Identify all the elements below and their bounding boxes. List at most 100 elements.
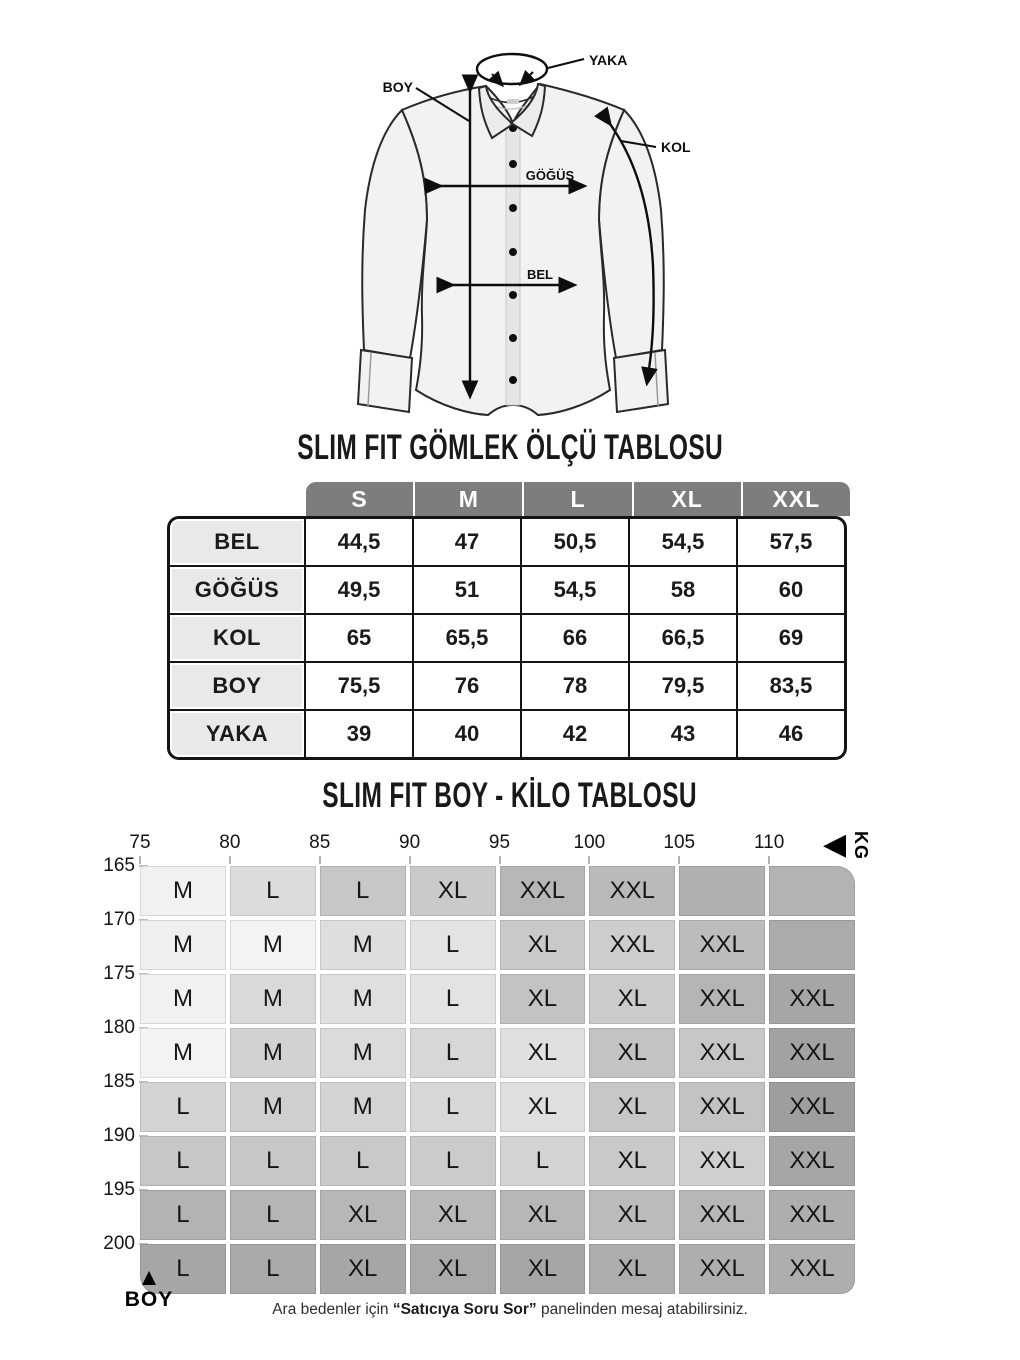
fit-cell: L bbox=[140, 1082, 226, 1132]
weight-tick-mark bbox=[588, 856, 591, 864]
fit-cell: M bbox=[140, 974, 226, 1024]
fit-table-grid: M L L XL XXL XXL M M M L XL XXL XXL M M M L XL XL XXL XXL M M M… bbox=[140, 866, 855, 1294]
fit-cell: M bbox=[319, 920, 406, 970]
fit-cell: XXL bbox=[589, 866, 676, 916]
fit-cell: XXL bbox=[679, 1082, 766, 1132]
fit-cell: L bbox=[229, 1190, 316, 1240]
yaka-label: YAKA bbox=[589, 52, 627, 68]
fit-cell bbox=[769, 920, 855, 970]
fit-cell: M bbox=[319, 1028, 406, 1078]
fit-cell bbox=[769, 866, 855, 916]
fit-cell: L bbox=[140, 1136, 226, 1186]
size-cell: 78 bbox=[522, 663, 628, 709]
size-cell: 75,5 bbox=[306, 663, 412, 709]
size-row-label: BEL bbox=[170, 519, 304, 565]
fit-cell: XL bbox=[409, 866, 496, 916]
fit-cell: XL bbox=[589, 1244, 676, 1294]
size-cell: 69 bbox=[738, 615, 844, 661]
fit-cell: XL bbox=[499, 974, 586, 1024]
boy-axis-label: ▲ BOY bbox=[124, 1264, 174, 1312]
fit-cell: XXL bbox=[589, 920, 676, 970]
boy-label: BOY bbox=[383, 79, 414, 95]
fit-cell: L bbox=[229, 1136, 316, 1186]
fit-cell: M bbox=[229, 974, 316, 1024]
fit-cell: L bbox=[140, 1244, 226, 1294]
size-col-header: XXL bbox=[742, 482, 850, 516]
size-cell: 51 bbox=[414, 567, 520, 613]
size-row-label: BOY bbox=[170, 663, 304, 709]
fit-cell: L bbox=[140, 1190, 226, 1240]
fit-cell: L bbox=[229, 866, 316, 916]
size-cell: 66 bbox=[522, 615, 628, 661]
weight-tick-mark bbox=[228, 856, 231, 864]
fit-cell: M bbox=[319, 1082, 406, 1132]
size-cell: 54,5 bbox=[630, 519, 736, 565]
size-col-header: M bbox=[415, 482, 523, 516]
size-cell: 58 bbox=[630, 567, 736, 613]
fit-cell: XL bbox=[499, 1244, 586, 1294]
fit-cell: M bbox=[140, 1028, 226, 1078]
fit-cell: M bbox=[229, 920, 316, 970]
yaka-callout-line bbox=[547, 58, 585, 69]
size-col-header: L bbox=[524, 482, 632, 516]
height-tick-label: 200 bbox=[103, 1233, 135, 1254]
fit-cell: XXL bbox=[679, 974, 766, 1024]
weight-tick-label: 100 bbox=[573, 832, 606, 853]
shirt-buttons bbox=[509, 124, 517, 384]
size-cell: 43 bbox=[630, 711, 736, 757]
shirt-diagram: YAKA BOY KOL GÖĞÜS BEL bbox=[356, 52, 691, 417]
fit-cell bbox=[679, 866, 766, 916]
kg-arrow-icon: ◀ bbox=[823, 828, 847, 861]
size-cell: 76 bbox=[414, 663, 520, 709]
fit-cell: M bbox=[140, 866, 226, 916]
size-cell: 50,5 bbox=[522, 519, 628, 565]
size-cell: 49,5 bbox=[306, 567, 412, 613]
fit-cell: XL bbox=[589, 1136, 676, 1186]
height-tick-label: 175 bbox=[103, 963, 135, 984]
size-cell: 65,5 bbox=[414, 615, 520, 661]
weight-tick-mark bbox=[768, 856, 771, 864]
weight-tick-mark bbox=[678, 856, 681, 864]
gogus-label: GÖĞÜS bbox=[526, 168, 575, 183]
fit-cell: L bbox=[409, 1028, 496, 1078]
weight-tick-label: 95 bbox=[488, 832, 511, 853]
fit-cell: L bbox=[409, 974, 496, 1024]
fit-cell: M bbox=[229, 1082, 316, 1132]
size-cell: 44,5 bbox=[306, 519, 412, 565]
fit-cell: M bbox=[319, 974, 406, 1024]
fit-cell: XL bbox=[499, 1082, 586, 1132]
fit-cell: XXL bbox=[679, 1028, 766, 1078]
size-cell: 65 bbox=[306, 615, 412, 661]
size-cell: 39 bbox=[306, 711, 412, 757]
fit-cell: XXL bbox=[769, 1136, 855, 1186]
fit-cell: XL bbox=[499, 920, 586, 970]
size-cell: 57,5 bbox=[738, 519, 844, 565]
fit-cell: XL bbox=[409, 1244, 496, 1294]
shirt-collar bbox=[477, 82, 547, 140]
fit-cell: M bbox=[229, 1028, 316, 1078]
boy-arrow-icon: ▲ bbox=[137, 1264, 161, 1291]
fit-cell: XXL bbox=[499, 866, 586, 916]
kol-measure-arrow bbox=[594, 106, 658, 387]
size-row-label: GÖĞÜS bbox=[170, 567, 304, 613]
fit-cell: XL bbox=[499, 1190, 586, 1240]
weight-tick-mark bbox=[408, 856, 411, 864]
weight-tick-mark bbox=[139, 856, 141, 864]
weight-tick-label: 80 bbox=[219, 832, 241, 853]
fit-cell: XXL bbox=[769, 1028, 855, 1078]
height-tick-label: 170 bbox=[103, 909, 135, 930]
fit-cell: XXL bbox=[769, 1244, 855, 1294]
collar-measure-loop bbox=[475, 52, 549, 88]
fit-table: ◀ KG 75 80 85 90 95 100 105 110 165 170 175 180 185 1… bbox=[103, 828, 895, 1330]
height-tick-label: 180 bbox=[103, 1017, 135, 1038]
weight-tick-label: 75 bbox=[129, 832, 151, 853]
fit-cell: L bbox=[409, 1136, 496, 1186]
fit-cell: M bbox=[140, 920, 226, 970]
kol-label: KOL bbox=[661, 139, 691, 155]
size-cell: 79,5 bbox=[630, 663, 736, 709]
fit-cell: XXL bbox=[679, 920, 766, 970]
height-tick-label: 185 bbox=[103, 1071, 135, 1092]
size-cell: 42 bbox=[522, 711, 628, 757]
size-cell: 83,5 bbox=[738, 663, 844, 709]
